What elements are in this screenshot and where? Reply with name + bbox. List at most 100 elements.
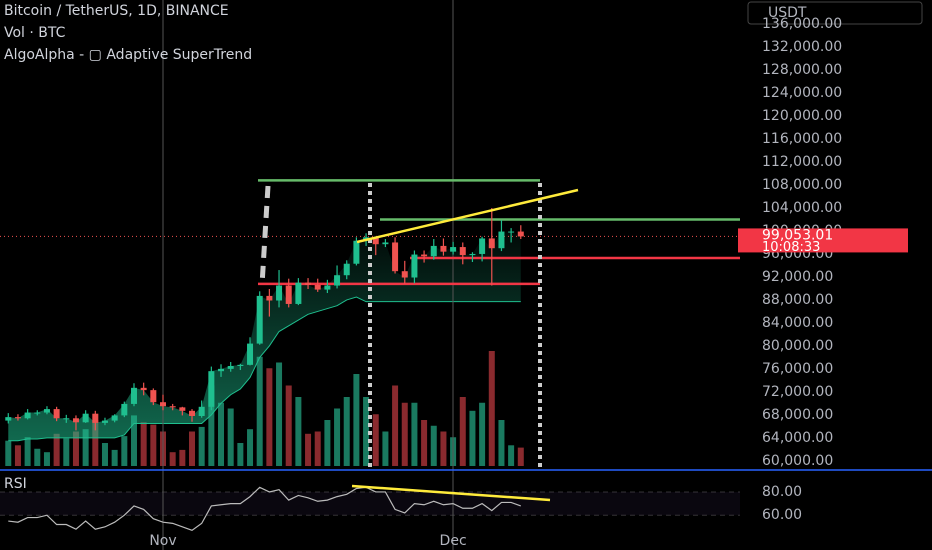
candle-body <box>63 418 70 420</box>
candle-body <box>121 403 128 416</box>
candle-body <box>189 410 196 416</box>
x-tick-label: Dec <box>440 533 467 549</box>
volume-bar <box>14 445 21 466</box>
y-tick-label: 88,000.00 <box>762 292 833 308</box>
volume-bar <box>363 397 370 466</box>
candle-body <box>343 263 350 276</box>
candle-body <box>111 415 118 421</box>
volume-bar <box>218 402 225 466</box>
y-tick-label: 112,000.00 <box>762 154 842 170</box>
volume-bar <box>324 420 331 466</box>
volume-bar <box>34 448 41 466</box>
volume-bar <box>72 431 79 466</box>
price-tag-label: 99,053.01 <box>762 227 833 243</box>
candle-body <box>488 238 495 249</box>
rsi-line <box>8 486 521 532</box>
dashed-marker <box>259 185 271 286</box>
volume-bar <box>227 408 234 466</box>
volume-bar <box>314 431 321 466</box>
candle-body <box>305 282 312 285</box>
y-tick-label: 136,000.00 <box>762 16 842 32</box>
y-tick-label: 128,000.00 <box>762 62 842 78</box>
chart-title: Bitcoin / TetherUS, 1D, BINANCE <box>4 3 229 19</box>
trend-line <box>356 188 579 244</box>
volume-bar <box>382 431 389 466</box>
candle-body <box>382 242 389 245</box>
candle-body <box>479 238 486 254</box>
currency-button-label[interactable]: USDT <box>768 5 807 21</box>
candle-body <box>459 247 466 256</box>
rsi-tick-label: 60.00 <box>762 507 802 523</box>
candle-body <box>5 417 12 421</box>
candle-body <box>276 285 283 301</box>
volume-bar <box>24 437 31 466</box>
candle-body <box>160 402 166 407</box>
candle-body <box>208 371 215 407</box>
y-tick-label: 80,000.00 <box>762 338 833 354</box>
y-tick-label: 116,000.00 <box>762 131 842 147</box>
currency-button[interactable] <box>747 1 923 25</box>
candle-body <box>324 285 331 290</box>
volume-bar <box>169 452 176 466</box>
rsi-tick-label: 80.00 <box>762 484 802 500</box>
y-tick-label: 64,000.00 <box>762 430 833 446</box>
volume-bar <box>189 431 196 466</box>
indicator-label: AlgoAlpha - ▢ Adaptive SuperTrend <box>4 47 252 63</box>
candle-body <box>101 420 108 423</box>
candle-body <box>218 368 225 372</box>
candle-body <box>92 413 99 423</box>
candle-body <box>82 413 89 423</box>
volume-bar <box>5 440 12 466</box>
candle-body <box>227 366 234 369</box>
candle-body <box>179 407 186 411</box>
y-tick-label: 68,000.00 <box>762 407 833 423</box>
volume-bar <box>353 374 360 466</box>
candle-body <box>140 387 147 391</box>
volume-bar <box>111 449 118 466</box>
y-tick-label: 92,000.00 <box>762 269 833 285</box>
candle-body <box>24 412 31 419</box>
price-tag-countdown: 10:08:33 <box>762 240 820 255</box>
volume-bar <box>256 356 263 466</box>
volume-bar <box>198 426 205 466</box>
volume-bar <box>430 425 437 466</box>
candle-body <box>130 387 137 404</box>
y-tick-label: 60,000.00 <box>762 453 833 469</box>
volume-bar <box>276 362 283 466</box>
volume-label: Vol · BTC <box>4 25 66 41</box>
volume-bar <box>334 408 341 466</box>
candle-body <box>34 412 41 414</box>
volume-bar <box>372 414 379 466</box>
volume-bar <box>179 449 186 466</box>
volume-bar <box>208 385 215 466</box>
candle-body <box>353 240 360 264</box>
y-tick-label: 72,000.00 <box>762 384 833 400</box>
volume-bar <box>343 397 350 466</box>
volume-bar <box>53 433 60 466</box>
candle-body <box>372 237 379 245</box>
candle-body <box>392 242 399 272</box>
volume-bar <box>498 420 505 466</box>
supertrend-line <box>8 296 521 442</box>
volume-bar <box>266 368 273 466</box>
candle-body <box>334 275 341 286</box>
volume-bar <box>247 429 254 466</box>
candle-body <box>237 364 244 367</box>
candle-body <box>469 253 476 256</box>
volume-bar <box>469 410 476 466</box>
candle-body <box>314 284 321 290</box>
volume-bar <box>517 447 524 466</box>
y-tick-label: 108,000.00 <box>762 177 842 193</box>
volume-bar <box>237 443 244 466</box>
candle-body <box>198 406 205 416</box>
candle-body <box>498 231 505 249</box>
y-tick-label: 104,000.00 <box>762 200 842 216</box>
volume-bar <box>63 438 70 466</box>
volume-bar <box>479 402 486 466</box>
price-tag <box>738 228 908 253</box>
volume-bar <box>392 385 399 466</box>
volume-bar <box>82 429 89 466</box>
volume-bar <box>150 424 157 466</box>
rsi-band <box>0 491 740 516</box>
